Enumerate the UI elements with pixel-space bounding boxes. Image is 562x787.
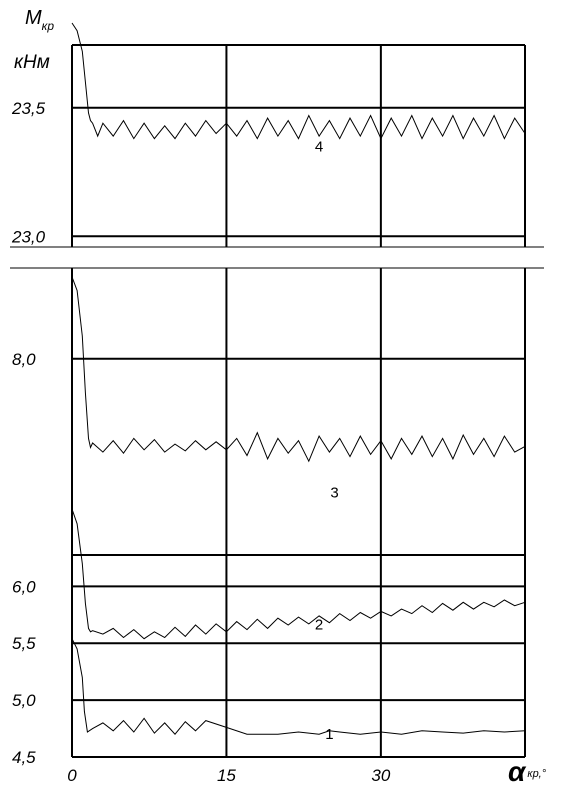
lower-y-tick-label: 5,0: [12, 691, 36, 710]
lower-y-tick-label: 6,0: [12, 577, 36, 596]
lower-series: 3 2 1: [71, 276, 526, 743]
axis-break: [10, 246, 544, 269]
series-line-4: [71, 22, 526, 140]
upper-grid: [71, 44, 526, 247]
series-line-2: [71, 508, 526, 640]
x-axis-title-sub: кр,°: [527, 768, 546, 780]
series-line-1: [71, 638, 526, 735]
series-label-2: 2: [315, 617, 323, 634]
upper-y-tick-labels: 23,0 23,5: [11, 99, 46, 247]
x-axis-title-main: α: [508, 756, 527, 787]
y-axis-title-sub: кр: [42, 19, 55, 33]
upper-y-tick-label: 23,5: [11, 99, 46, 118]
series-line-3: [71, 276, 526, 463]
x-tick-label: 30: [371, 766, 390, 785]
upper-panel: 23,0 23,5 4: [11, 22, 526, 247]
lower-y-tick-label: 5,5: [12, 634, 36, 653]
y-axis-title-main: M: [25, 7, 42, 29]
y-axis-title: Mкр: [25, 7, 54, 33]
x-tick-labels: 0 15 30: [67, 766, 391, 785]
x-axis-title: α кр,°: [508, 756, 547, 787]
upper-series: 4: [71, 22, 526, 155]
lower-panel: 4,5 5,0 5,5 6,0 8,0 0 15 30 3 2 1: [12, 268, 526, 785]
series-label-3: 3: [330, 485, 338, 502]
series-label-4: 4: [315, 138, 323, 155]
x-tick-label: 0: [67, 766, 77, 785]
y-axis-unit: кНм: [14, 52, 50, 73]
lower-y-tick-label: 8,0: [12, 350, 36, 369]
lower-grid: [71, 268, 526, 758]
lower-y-tick-label: 4,5: [12, 748, 36, 767]
x-tick-label: 15: [217, 766, 236, 785]
upper-y-tick-label: 23,0: [11, 227, 46, 246]
series-label-1: 1: [325, 726, 333, 743]
lower-y-tick-labels: 4,5 5,0 5,5 6,0 8,0: [12, 350, 36, 767]
